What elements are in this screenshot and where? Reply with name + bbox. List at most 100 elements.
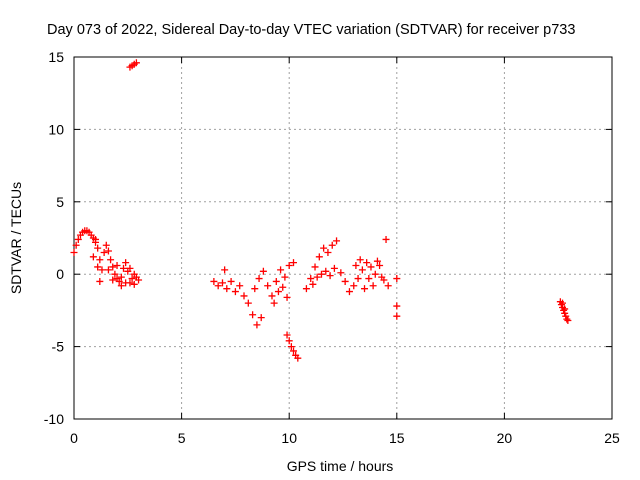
data-point-marker [94,263,102,271]
data-point-marker [94,244,102,252]
data-point-marker [221,266,229,274]
data-point-marker [89,253,97,261]
x-axis-label: GPS time / hours [287,458,394,474]
data-point-marker [324,248,332,256]
data-point-marker [268,292,276,300]
series-dip [283,331,302,362]
data-point-marker [561,305,569,313]
data-point-marker [132,59,140,67]
data-point-marker [96,256,104,264]
data-point-marker [290,347,298,355]
data-point-marker [251,285,259,293]
x-tick-label: 0 [70,430,78,446]
y-tick-label: 0 [56,266,64,282]
data-point-marker [358,266,366,274]
y-tick-label: 10 [48,121,64,137]
data-point-marker [122,259,130,267]
series-mid-day [210,259,298,329]
data-point-marker [559,299,567,307]
data-point-marker [285,337,293,345]
y-tick-labels: -10 -5 0 5 10 15 [44,49,64,427]
data-point-marker [126,264,134,272]
axis-ticks [73,56,613,420]
data-point-marker [285,262,293,270]
data-point-marker [122,279,130,287]
data-point-marker [283,293,291,301]
data-point-marker [104,247,112,255]
series-outlier [126,59,140,71]
data-point-marker [96,277,104,285]
data-point-marker [354,275,362,283]
data-point-marker [240,292,248,300]
data-point-marker [311,263,319,271]
data-point-marker [345,288,353,296]
data-point-marker [350,282,358,290]
data-points [70,59,572,362]
data-point-marker [277,266,285,274]
data-point-marker [210,277,218,285]
y-axis-label: SDTVAR / TECUs [8,182,24,294]
series-hour-15 [393,275,401,320]
data-point-marker [109,263,117,271]
data-point-marker [365,275,373,283]
data-point-marker [257,314,265,322]
data-point-marker [341,277,349,285]
y-tick-label: -5 [52,339,65,355]
chart-title: Day 073 of 2022, Sidereal Day-to-day VTE… [47,22,575,38]
data-point-marker [253,321,261,329]
x-tick-label: 15 [389,430,405,446]
data-point-marker [264,282,272,290]
data-point-marker [328,241,336,249]
data-point-marker [290,259,298,267]
data-point-marker [117,273,125,281]
data-point-marker [130,280,138,288]
x-tick-label: 5 [178,430,186,446]
data-point-marker [302,285,310,293]
data-point-marker [255,275,263,283]
series-early-arc [70,227,106,285]
data-point-marker [113,262,121,270]
x-tick-label: 10 [281,430,297,446]
data-point-marker [361,285,369,293]
data-point-marker [337,269,345,277]
data-point-marker [218,279,226,287]
series-late-afternoon [302,235,392,296]
data-point-marker [135,276,143,284]
data-point-marker [214,282,222,290]
data-point-marker [244,299,252,307]
data-point-marker [367,263,375,271]
x-tick-label: 20 [497,430,513,446]
series-late-arc [556,298,572,325]
plot-frame [73,56,613,420]
data-point-marker [564,317,572,325]
data-point-marker [333,237,341,245]
data-point-marker [115,277,123,285]
y-tick-label: -10 [44,411,64,427]
data-point-marker [72,241,80,249]
y-tick-label: 15 [48,49,64,65]
data-point-marker [352,262,360,270]
data-point-marker [92,235,100,243]
data-point-marker [309,280,317,288]
x-tick-labels: 0 5 10 15 20 25 [70,430,620,446]
data-point-marker [70,248,78,256]
data-point-marker [320,244,328,252]
data-point-marker [227,277,235,285]
data-point-marker [274,288,282,296]
data-point-marker [315,253,323,261]
series-early-wave [100,241,143,290]
data-point-marker [102,241,110,249]
data-point-marker [223,285,231,293]
data-point-marker [283,331,291,339]
data-point-marker [104,266,112,274]
data-point-marker [356,256,364,264]
data-point-marker [393,275,401,283]
data-point-marker [563,315,571,323]
data-point-marker [117,282,125,290]
data-point-marker [236,282,244,290]
data-point-marker [294,354,302,362]
data-point-marker [249,311,257,319]
data-point-marker [313,273,321,281]
data-point-marker [98,266,106,274]
